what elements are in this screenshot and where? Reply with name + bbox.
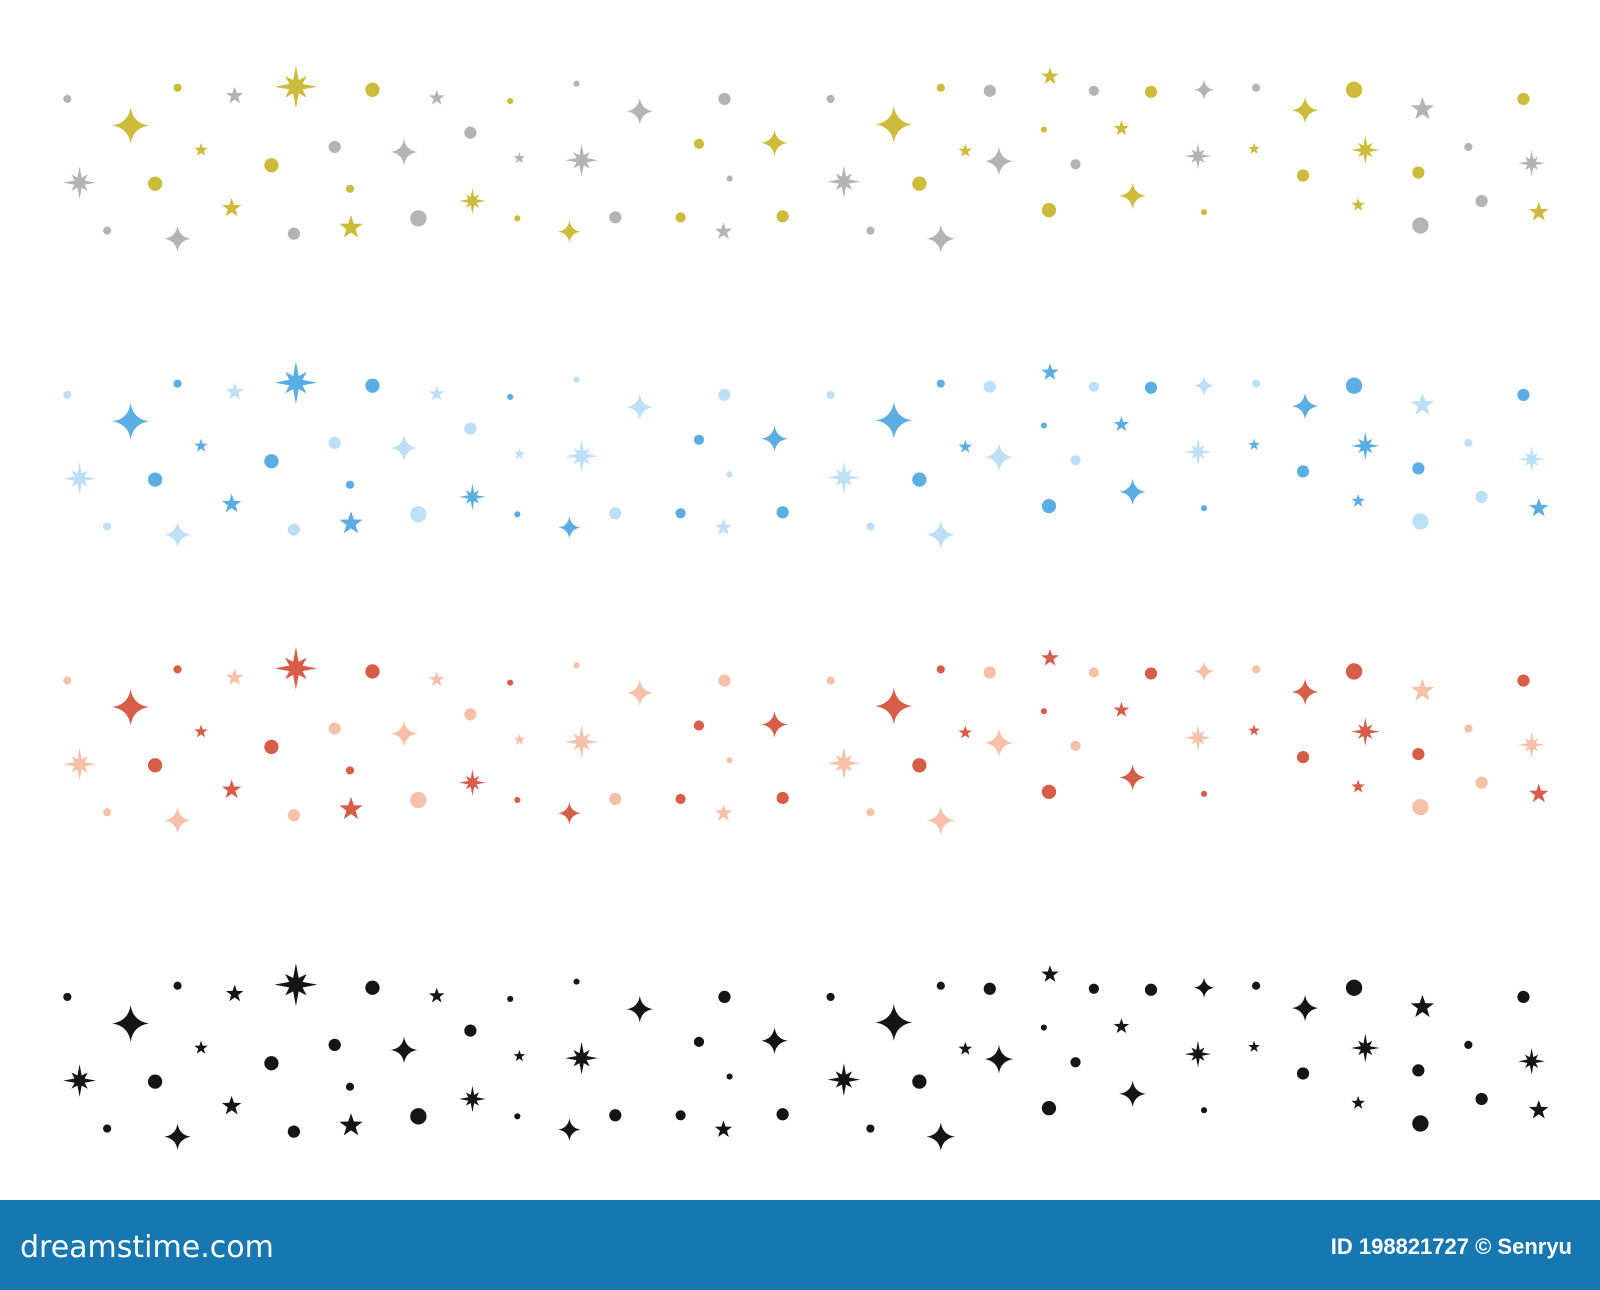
footer-bar xyxy=(0,1200,1600,1290)
credit: ID 198821727 © Senryu xyxy=(1331,1234,1572,1259)
blue-row xyxy=(63,361,1548,549)
star-rows xyxy=(63,65,1548,1151)
logo: dreamstime.com xyxy=(20,1230,274,1265)
red-row xyxy=(63,647,1548,835)
black-row xyxy=(63,963,1548,1151)
gold-row xyxy=(63,65,1548,253)
